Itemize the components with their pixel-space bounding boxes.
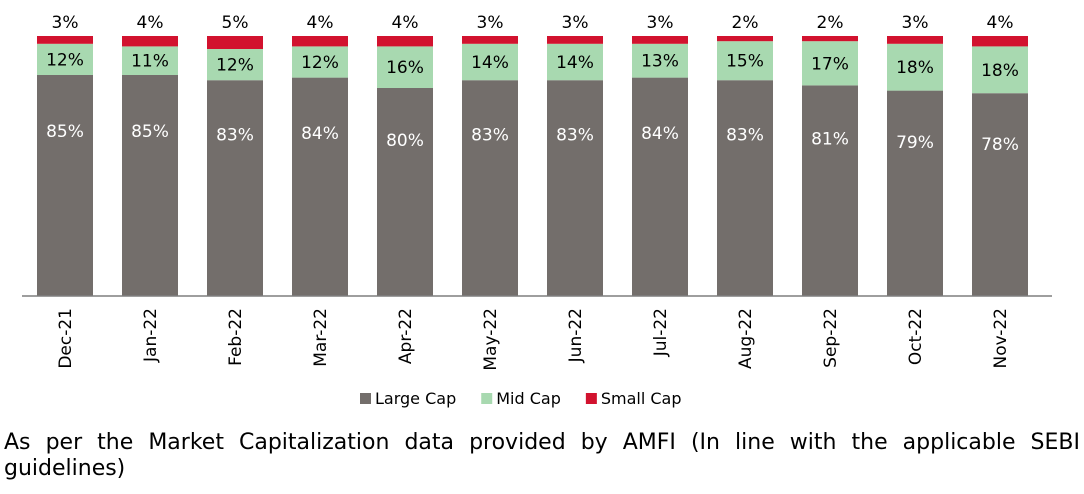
data-label-mid-cap-jul-22: 13% (641, 52, 679, 72)
legend-label-small-cap: Small Cap (601, 389, 682, 408)
x-tick-label-apr-22: Apr-22 (396, 308, 416, 364)
data-label-large-cap-apr-22: 80% (386, 131, 424, 151)
x-tick-label-feb-22: Feb-22 (226, 308, 246, 366)
data-label-large-cap-jan-22: 85% (131, 122, 169, 142)
bar-labels-group: 85% 12% 3% 85% 11% 4% 83% 12% 5% 84% 12% 4% 80% 16% 4%… (46, 13, 1019, 155)
bar-large-cap-mar-22 (292, 77, 348, 296)
legend-swatch-small-cap (585, 393, 597, 404)
x-tick-label-mar-22: Mar-22 (311, 308, 331, 367)
x-tick-label-dec-21: Dec-21 (56, 308, 76, 369)
bar-large-cap-feb-22 (207, 80, 263, 296)
data-label-small-cap-feb-22: 5% (222, 13, 249, 33)
bar-large-cap-nov-22 (972, 93, 1028, 296)
x-tick-label-jun-22: Jun-22 (566, 308, 586, 363)
legend: Large Cap Mid Cap Small Cap (360, 389, 682, 408)
bars-group (37, 36, 1028, 297)
data-label-small-cap-apr-22: 4% (392, 13, 419, 33)
x-tick-label-jan-22: Jan-22 (141, 308, 161, 363)
x-tick-labels-group: Dec-21 Jan-22 Feb-22 Mar-22 Apr-22 May-22 Jun-… (56, 308, 1011, 371)
data-label-mid-cap-feb-22: 12% (216, 56, 254, 76)
data-label-small-cap-jul-22: 3% (647, 13, 674, 33)
x-tick-label-jul-22: Jul-22 (651, 308, 671, 357)
bar-large-cap-aug-22 (717, 80, 773, 296)
data-label-mid-cap-apr-22: 16% (386, 58, 424, 78)
bar-mid-cap-aug-22 (717, 41, 773, 81)
bar-mid-cap-jun-22 (547, 43, 603, 81)
bar-mid-cap-oct-22 (887, 43, 943, 91)
footnote: As per the Market Capitalization data pr… (4, 430, 1080, 481)
bar-mid-cap-may-22 (462, 43, 518, 81)
data-label-mid-cap-oct-22: 18% (896, 58, 934, 78)
bar-small-cap-apr-22 (377, 36, 433, 47)
bar-small-cap-may-22 (462, 36, 518, 44)
bar-mid-cap-feb-22 (207, 49, 263, 81)
bar-mid-cap-dec-21 (37, 43, 93, 75)
bar-small-cap-dec-21 (37, 36, 93, 44)
data-label-large-cap-jun-22: 83% (556, 126, 594, 146)
legend-swatch-mid-cap (481, 393, 493, 404)
data-label-large-cap-may-22: 83% (471, 126, 509, 146)
bar-mid-cap-sep-22 (802, 41, 858, 86)
data-label-small-cap-jun-22: 3% (562, 13, 589, 33)
bar-large-cap-dec-21 (37, 75, 93, 296)
bar-mid-cap-nov-22 (972, 46, 1028, 94)
bar-small-cap-sep-22 (802, 36, 858, 42)
data-label-mid-cap-dec-21: 12% (46, 50, 84, 70)
bar-small-cap-mar-22 (292, 36, 348, 47)
bar-mid-cap-jan-22 (122, 46, 178, 75)
x-tick-label-aug-22: Aug-22 (736, 308, 756, 369)
data-label-large-cap-aug-22: 83% (726, 126, 764, 146)
stacked-bar-chart: 85% 12% 3% 85% 11% 4% 83% 12% 5% 84% 12% 4% 80% 16% 4%… (22, 13, 1052, 408)
legend-swatch-large-cap (360, 393, 371, 404)
x-tick-label-nov-22: Nov-22 (991, 308, 1011, 369)
data-label-large-cap-dec-21: 85% (46, 122, 84, 142)
data-label-small-cap-jan-22: 4% (137, 13, 164, 33)
bar-large-cap-apr-22 (377, 88, 433, 296)
legend-label-large-cap: Large Cap (375, 389, 456, 408)
data-label-mid-cap-mar-22: 12% (301, 53, 339, 73)
data-label-mid-cap-sep-22: 17% (811, 54, 849, 74)
bar-large-cap-sep-22 (802, 85, 858, 297)
x-tick-label-may-22: May-22 (481, 308, 501, 371)
x-tick-label-oct-22: Oct-22 (906, 308, 926, 365)
data-label-mid-cap-nov-22: 18% (981, 61, 1019, 81)
bar-small-cap-jun-22 (547, 36, 603, 44)
bar-mid-cap-apr-22 (377, 46, 433, 88)
data-label-large-cap-nov-22: 78% (981, 135, 1019, 155)
bar-mid-cap-jul-22 (632, 43, 688, 78)
bar-mid-cap-mar-22 (292, 46, 348, 78)
data-label-small-cap-dec-21: 3% (52, 13, 79, 33)
data-label-mid-cap-jun-22: 14% (556, 53, 594, 73)
data-label-large-cap-oct-22: 79% (896, 133, 934, 153)
data-label-small-cap-oct-22: 3% (902, 13, 929, 33)
data-label-large-cap-feb-22: 83% (216, 126, 254, 146)
data-label-small-cap-mar-22: 4% (307, 13, 334, 33)
data-label-large-cap-sep-22: 81% (811, 129, 849, 149)
data-label-small-cap-aug-22: 2% (732, 13, 759, 33)
bar-small-cap-nov-22 (972, 36, 1028, 47)
data-label-large-cap-jul-22: 84% (641, 124, 679, 144)
data-label-small-cap-may-22: 3% (477, 13, 504, 33)
legend-label-mid-cap: Mid Cap (496, 389, 561, 408)
bar-large-cap-jul-22 (632, 77, 688, 296)
bar-small-cap-feb-22 (207, 36, 263, 49)
bar-small-cap-jan-22 (122, 36, 178, 47)
x-tick-label-sep-22: Sep-22 (821, 308, 841, 368)
bar-small-cap-aug-22 (717, 36, 773, 42)
bar-large-cap-jun-22 (547, 80, 603, 296)
bar-large-cap-oct-22 (887, 90, 943, 296)
data-label-large-cap-mar-22: 84% (301, 124, 339, 144)
bar-large-cap-may-22 (462, 80, 518, 296)
data-label-small-cap-nov-22: 4% (987, 13, 1014, 33)
data-label-mid-cap-may-22: 14% (471, 53, 509, 73)
bar-large-cap-jan-22 (122, 75, 178, 296)
bar-small-cap-oct-22 (887, 36, 943, 44)
data-label-small-cap-sep-22: 2% (817, 13, 844, 33)
data-label-mid-cap-aug-22: 15% (726, 52, 764, 72)
bar-small-cap-jul-22 (632, 36, 688, 44)
data-label-mid-cap-jan-22: 11% (131, 52, 169, 72)
